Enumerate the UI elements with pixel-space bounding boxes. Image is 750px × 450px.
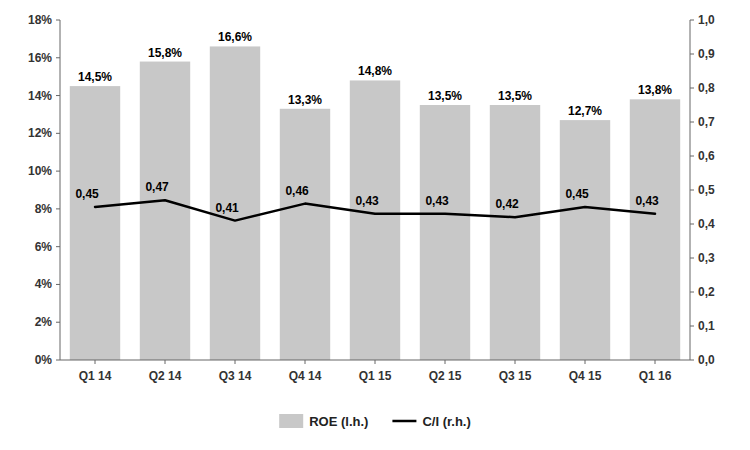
y2-tick (690, 20, 694, 21)
y2-tick-label: 0,5 (698, 183, 715, 197)
x-tick-label: Q2 15 (429, 369, 462, 383)
y2-tick (690, 54, 694, 55)
y-tick-label: 14% (28, 89, 52, 103)
x-tick-label: Q1 16 (639, 369, 672, 383)
line-label: 0,41 (215, 201, 239, 215)
y2-tick-label: 0,8 (698, 81, 715, 95)
y2-tick (690, 360, 694, 361)
x-tick (375, 360, 376, 364)
legend-item: C/I (r.h.) (392, 414, 470, 429)
y-tick-label: 2% (35, 315, 53, 329)
y2-tick (690, 190, 694, 191)
y2-tick (690, 258, 694, 259)
y-tick-label: 18% (28, 13, 52, 27)
bar-label: 14,8% (358, 64, 392, 78)
line-label: 0,43 (355, 194, 379, 208)
x-tick (515, 360, 516, 364)
bar-label: 16,6% (218, 30, 252, 44)
y2-tick (690, 326, 694, 327)
legend: ROE (l.h.) C/I (r.h.) (279, 414, 471, 429)
y2-tick-label: 0,1 (698, 319, 715, 333)
line-label: 0,45 (565, 187, 589, 201)
x-tick (585, 360, 586, 364)
y2-tick (690, 224, 694, 225)
line-label: 0,45 (75, 187, 99, 201)
x-tick-label: Q2 14 (149, 369, 182, 383)
bar (140, 62, 190, 360)
line-label: 0,46 (285, 184, 309, 198)
x-tick-label: Q1 14 (79, 369, 112, 383)
bar-label: 13,3% (288, 93, 322, 107)
y-axis-line (60, 20, 61, 360)
y-tick-label: 8% (35, 202, 53, 216)
y-tick (56, 246, 60, 247)
y-tick-label: 6% (35, 240, 53, 254)
y-tick-label: 0% (35, 353, 53, 367)
y2-tick (690, 88, 694, 89)
y-tick (56, 208, 60, 209)
legend-label: C/I (r.h.) (422, 414, 470, 429)
y-tick-label: 10% (28, 164, 52, 178)
y2-tick-label: 0,0 (698, 353, 715, 367)
bar (420, 105, 470, 360)
line-label: 0,43 (635, 194, 659, 208)
x-tick (655, 360, 656, 364)
line-label: 0,43 (425, 194, 449, 208)
y2-tick-label: 0,9 (698, 47, 715, 61)
line-label: 0,47 (145, 180, 169, 194)
x-tick (305, 360, 306, 364)
y2-tick-label: 1,0 (698, 13, 715, 27)
y-tick (56, 360, 60, 361)
y2-tick (690, 292, 694, 293)
y-tick (56, 57, 60, 58)
x-tick-label: Q4 15 (569, 369, 602, 383)
y-tick-label: 4% (35, 277, 53, 291)
y-tick-label: 12% (28, 126, 52, 140)
x-tick-label: Q1 15 (359, 369, 392, 383)
x-tick (445, 360, 446, 364)
axes: 0% 2% 4% 6% 8% 10% 12% 14% 16% 18% 0,0 0,1 0,2 0,3 0,4… (28, 13, 715, 383)
y2-tick-label: 0,6 (698, 149, 715, 163)
bar-label: 13,8% (638, 83, 672, 97)
bar-label: 12,7% (568, 104, 602, 118)
bar (70, 86, 120, 360)
legend-label: ROE (l.h.) (309, 414, 368, 429)
bar-label: 14,5% (78, 70, 112, 84)
y-tick (56, 284, 60, 285)
line-label: 0,42 (495, 197, 519, 211)
y-tick-label: 16% (28, 51, 52, 65)
x-tick (165, 360, 166, 364)
x-tick (95, 360, 96, 364)
x-tick-label: Q3 15 (499, 369, 532, 383)
bar (630, 99, 680, 360)
legend-swatch (279, 414, 303, 428)
bar-label: 13,5% (498, 89, 532, 103)
x-tick (235, 360, 236, 364)
bar (560, 120, 610, 360)
bar (210, 46, 260, 360)
y-tick (56, 322, 60, 323)
y2-tick (690, 122, 694, 123)
bar (280, 109, 330, 360)
y2-tick-label: 0,3 (698, 251, 715, 265)
y-tick (56, 171, 60, 172)
bar (350, 80, 400, 360)
plot-area (70, 46, 680, 360)
y2-tick (690, 156, 694, 157)
x-tick-label: Q4 14 (289, 369, 322, 383)
y2-tick-label: 0,4 (698, 217, 715, 231)
bar-label: 13,5% (428, 89, 462, 103)
bar (490, 105, 540, 360)
y2-tick-label: 0,2 (698, 285, 715, 299)
x-tick-label: Q3 14 (219, 369, 252, 383)
legend-item: ROE (l.h.) (279, 414, 368, 429)
y-tick (56, 95, 60, 96)
y-tick (56, 133, 60, 134)
data-labels: 14,5% 15,8% 16,6% 13,3% 14,8% 13,5% 13,5% 12,7%… (75, 30, 672, 214)
chart: 14,5% 15,8% 16,6% 13,3% 14,8% 13,5% 13,5% 12,7%… (0, 0, 750, 450)
y-tick (56, 20, 60, 21)
y2-tick-label: 0,7 (698, 115, 715, 129)
legend-swatch (392, 420, 416, 423)
bar-label: 15,8% (148, 46, 182, 60)
